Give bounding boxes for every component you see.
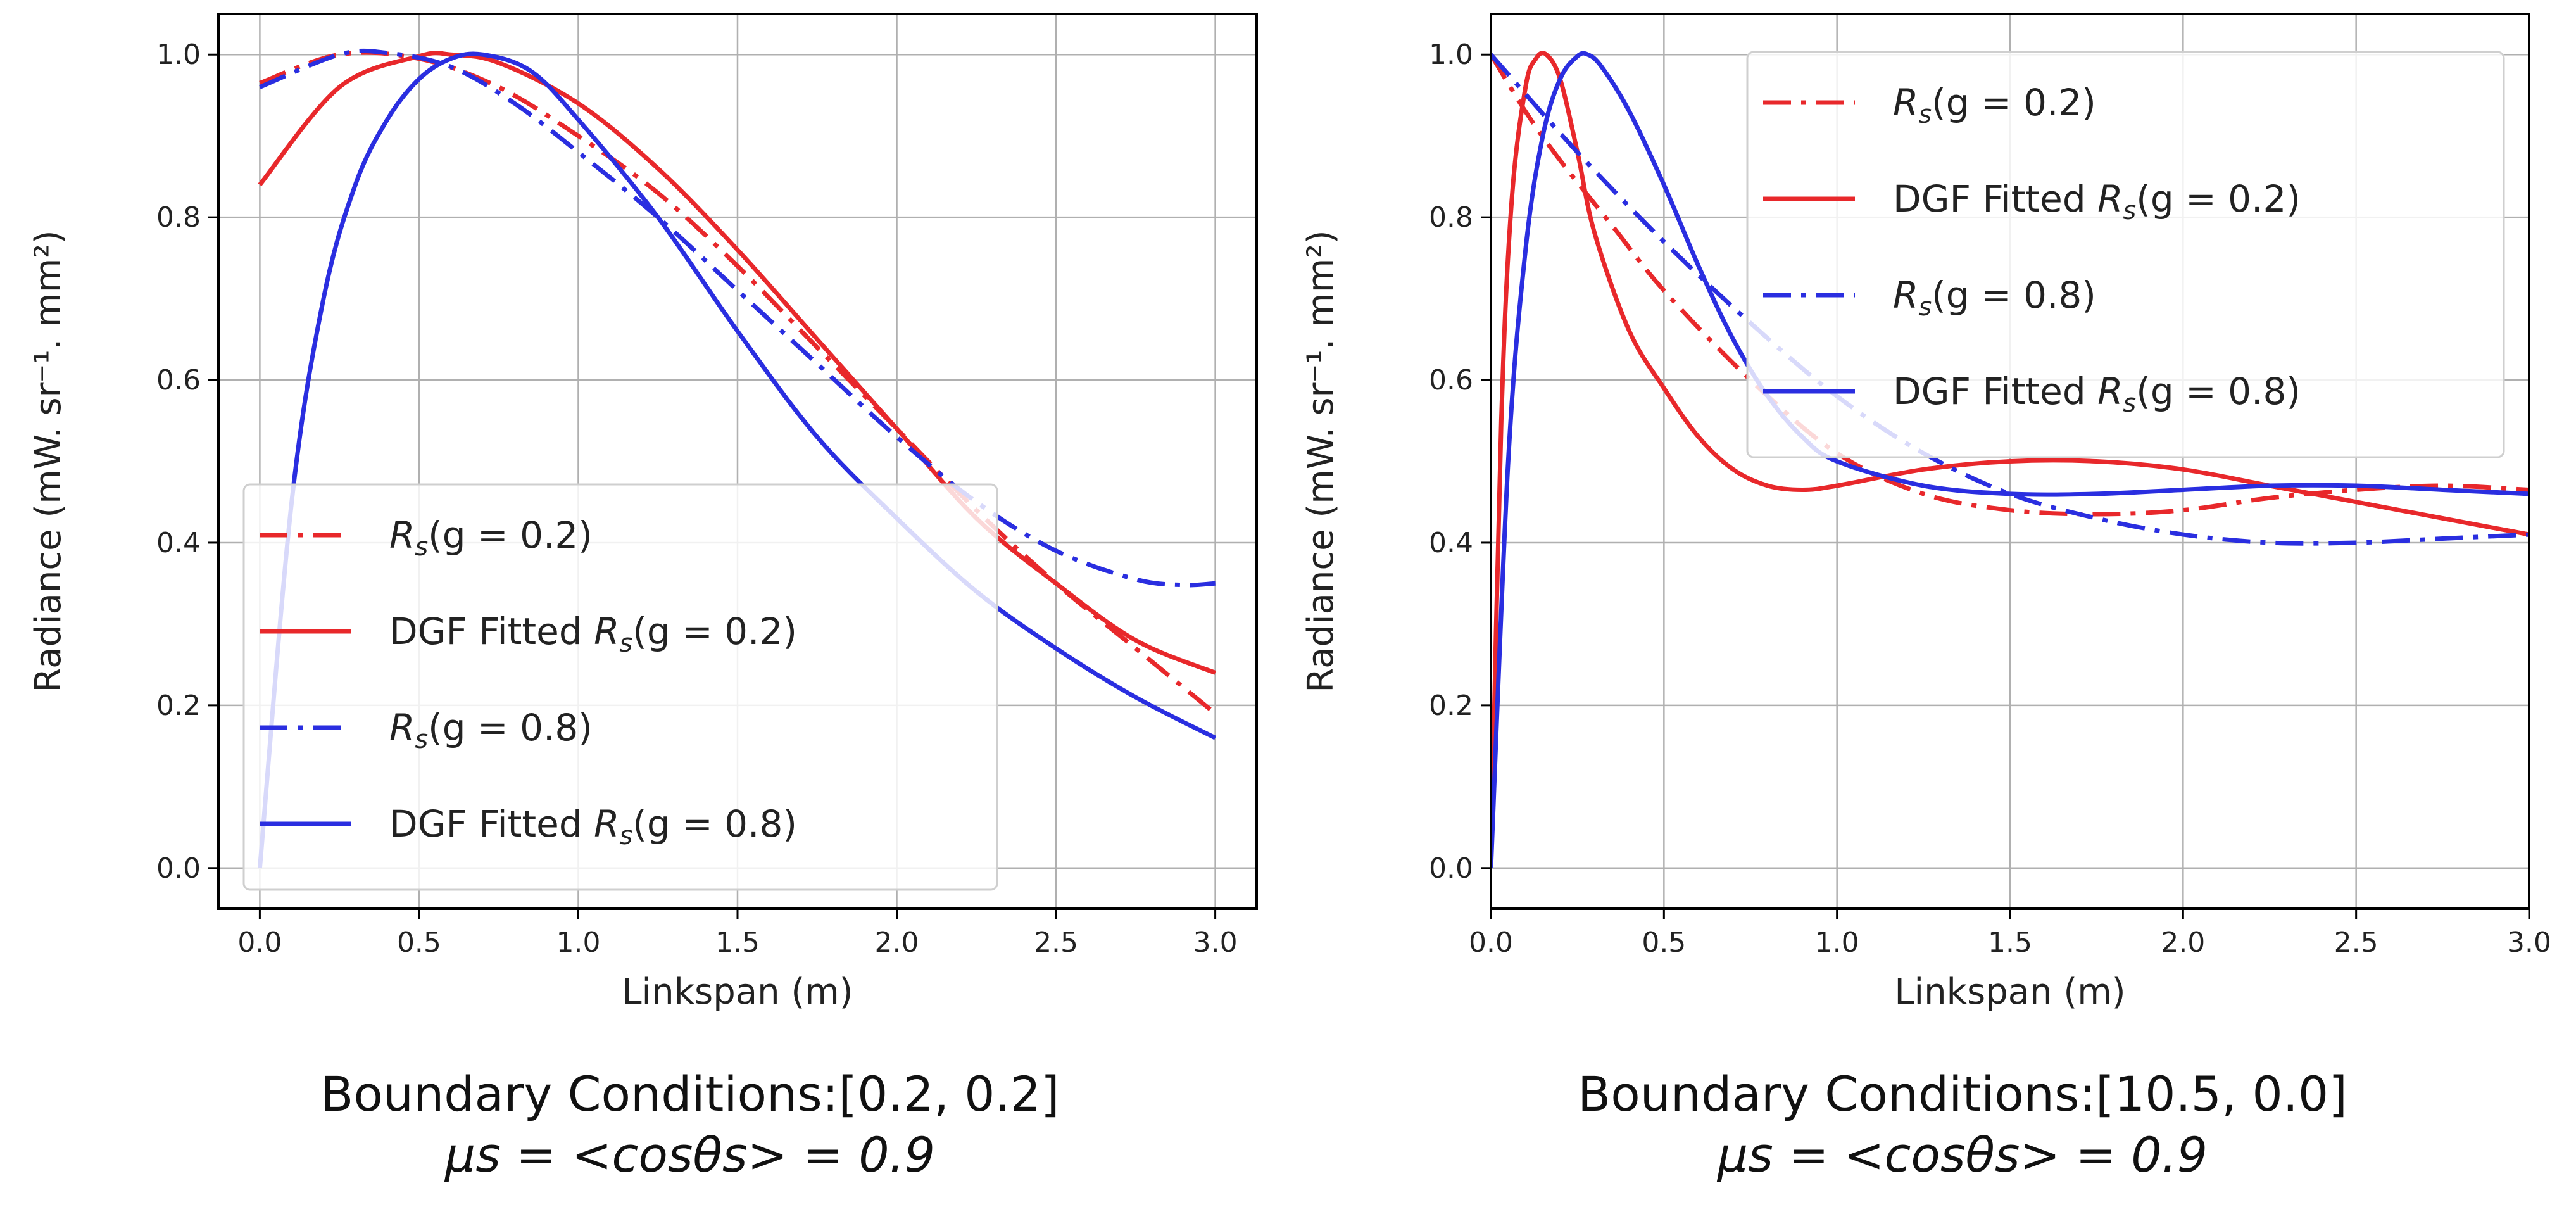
left-ytick-label: 0.8 [156,201,201,234]
left-legend-label-2: Rs(g = 0.8) [389,706,593,754]
left-legend: Rs(g = 0.2) DGF Fitted Rs(g = 0.2) Rs(g = … [242,483,998,891]
left-ytick-label: 1.0 [156,39,201,71]
left-ytick-label: 0.6 [156,364,201,396]
left-ylabel: Radiance (mW. sr⁻¹. mm²) [28,230,69,692]
left-xtick-label: 2.5 [1034,926,1078,959]
caption-left: Boundary Conditions:[0.2, 0.2] μs = <cos… [120,1064,1260,1185]
right-xtick-label: 1.0 [1815,926,1859,959]
left-legend-label-0: Rs(g = 0.2) [389,514,593,562]
caption-right: Boundary Conditions:[10.5, 0.0] μs = <co… [1393,1064,2532,1185]
right-xtick-label: 2.0 [2161,926,2205,959]
left-legend-label-3: DGF Fitted Rs(g = 0.8) [389,802,797,850]
left-xlabel: Linkspan (m) [622,971,853,1013]
left-xtick-label: 3.0 [1193,926,1238,959]
left-ytick-label: 0.2 [156,690,201,722]
left-legend-box [242,483,998,891]
left-ytick-label: 0.0 [156,852,201,885]
right-legend: Rs(g = 0.2) DGF Fitted Rs(g = 0.2) Rs(g = … [1746,51,2505,458]
right-ytick-label: 1.0 [1429,39,1473,71]
right-series-2-line [1491,53,2529,546]
caption-right-line1: Boundary Conditions:[10.5, 0.0] [1578,1066,2347,1122]
right-legend-label-1: DGF Fitted Rs(g = 0.2) [1893,177,2301,225]
right-xtick-label: 1.5 [1988,926,2032,959]
right-xtick-label: 0.5 [1642,926,1686,959]
right-legend-label-0: Rs(g = 0.2) [1893,81,2096,129]
left-series-2-line [259,48,1216,588]
left-xtick-label: 1.5 [715,926,760,959]
left-legend-label-1: DGF Fitted Rs(g = 0.2) [389,610,797,658]
left-xtick-label: 0.0 [237,926,282,959]
right-plot-area [1491,51,2529,868]
right-series-0-line [1491,53,2529,517]
right-ylabel: Radiance (mW. sr⁻¹. mm²) [1300,230,1341,692]
caption-left-line2: μs = <cosθs> = 0.9 [444,1127,936,1183]
right-legend-label-2: Rs(g = 0.8) [1893,274,2096,322]
right-ytick-label: 0.4 [1429,527,1473,559]
right-ytick-label: 0.2 [1429,690,1473,722]
caption-left-line1: Boundary Conditions:[0.2, 0.2] [320,1066,1060,1122]
right-ytick-label: 0.6 [1429,364,1473,396]
right-legend-label-3: DGF Fitted Rs(g = 0.8) [1893,370,2301,418]
right-xtick-label: 2.5 [2334,926,2378,959]
caption-right-line2: μs = <cosθs> = 0.9 [1717,1127,2208,1183]
right-xtick-label: 0.0 [1469,926,1513,959]
left-xtick-label: 1.0 [556,926,600,959]
left-xtick-label: 2.0 [875,926,919,959]
left-grid [218,14,1257,909]
right-xtick-label: 3.0 [2507,926,2551,959]
left-ytick-label: 0.4 [156,527,201,559]
chart-right: 0.0 0.5 1.0 1.5 2.0 2.5 3.0 0.0 0.2 0.4 0.6 0.8 1.0 L… [1300,13,2551,1013]
left-xtick-label: 0.5 [397,926,441,959]
right-ytick-label: 0.0 [1429,852,1473,885]
right-series-3-line [1491,51,2529,868]
right-xlabel: Linkspan (m) [1894,971,2125,1013]
right-series-1-line [1491,51,2529,868]
right-ytick-label: 0.8 [1429,201,1473,234]
right-legend-box [1746,51,2505,458]
chart-left: 0.0 0.5 1.0 1.5 2.0 2.5 3.0 0.0 0.2 0.4 0.6 0.8 1.0 L… [28,13,1258,1013]
